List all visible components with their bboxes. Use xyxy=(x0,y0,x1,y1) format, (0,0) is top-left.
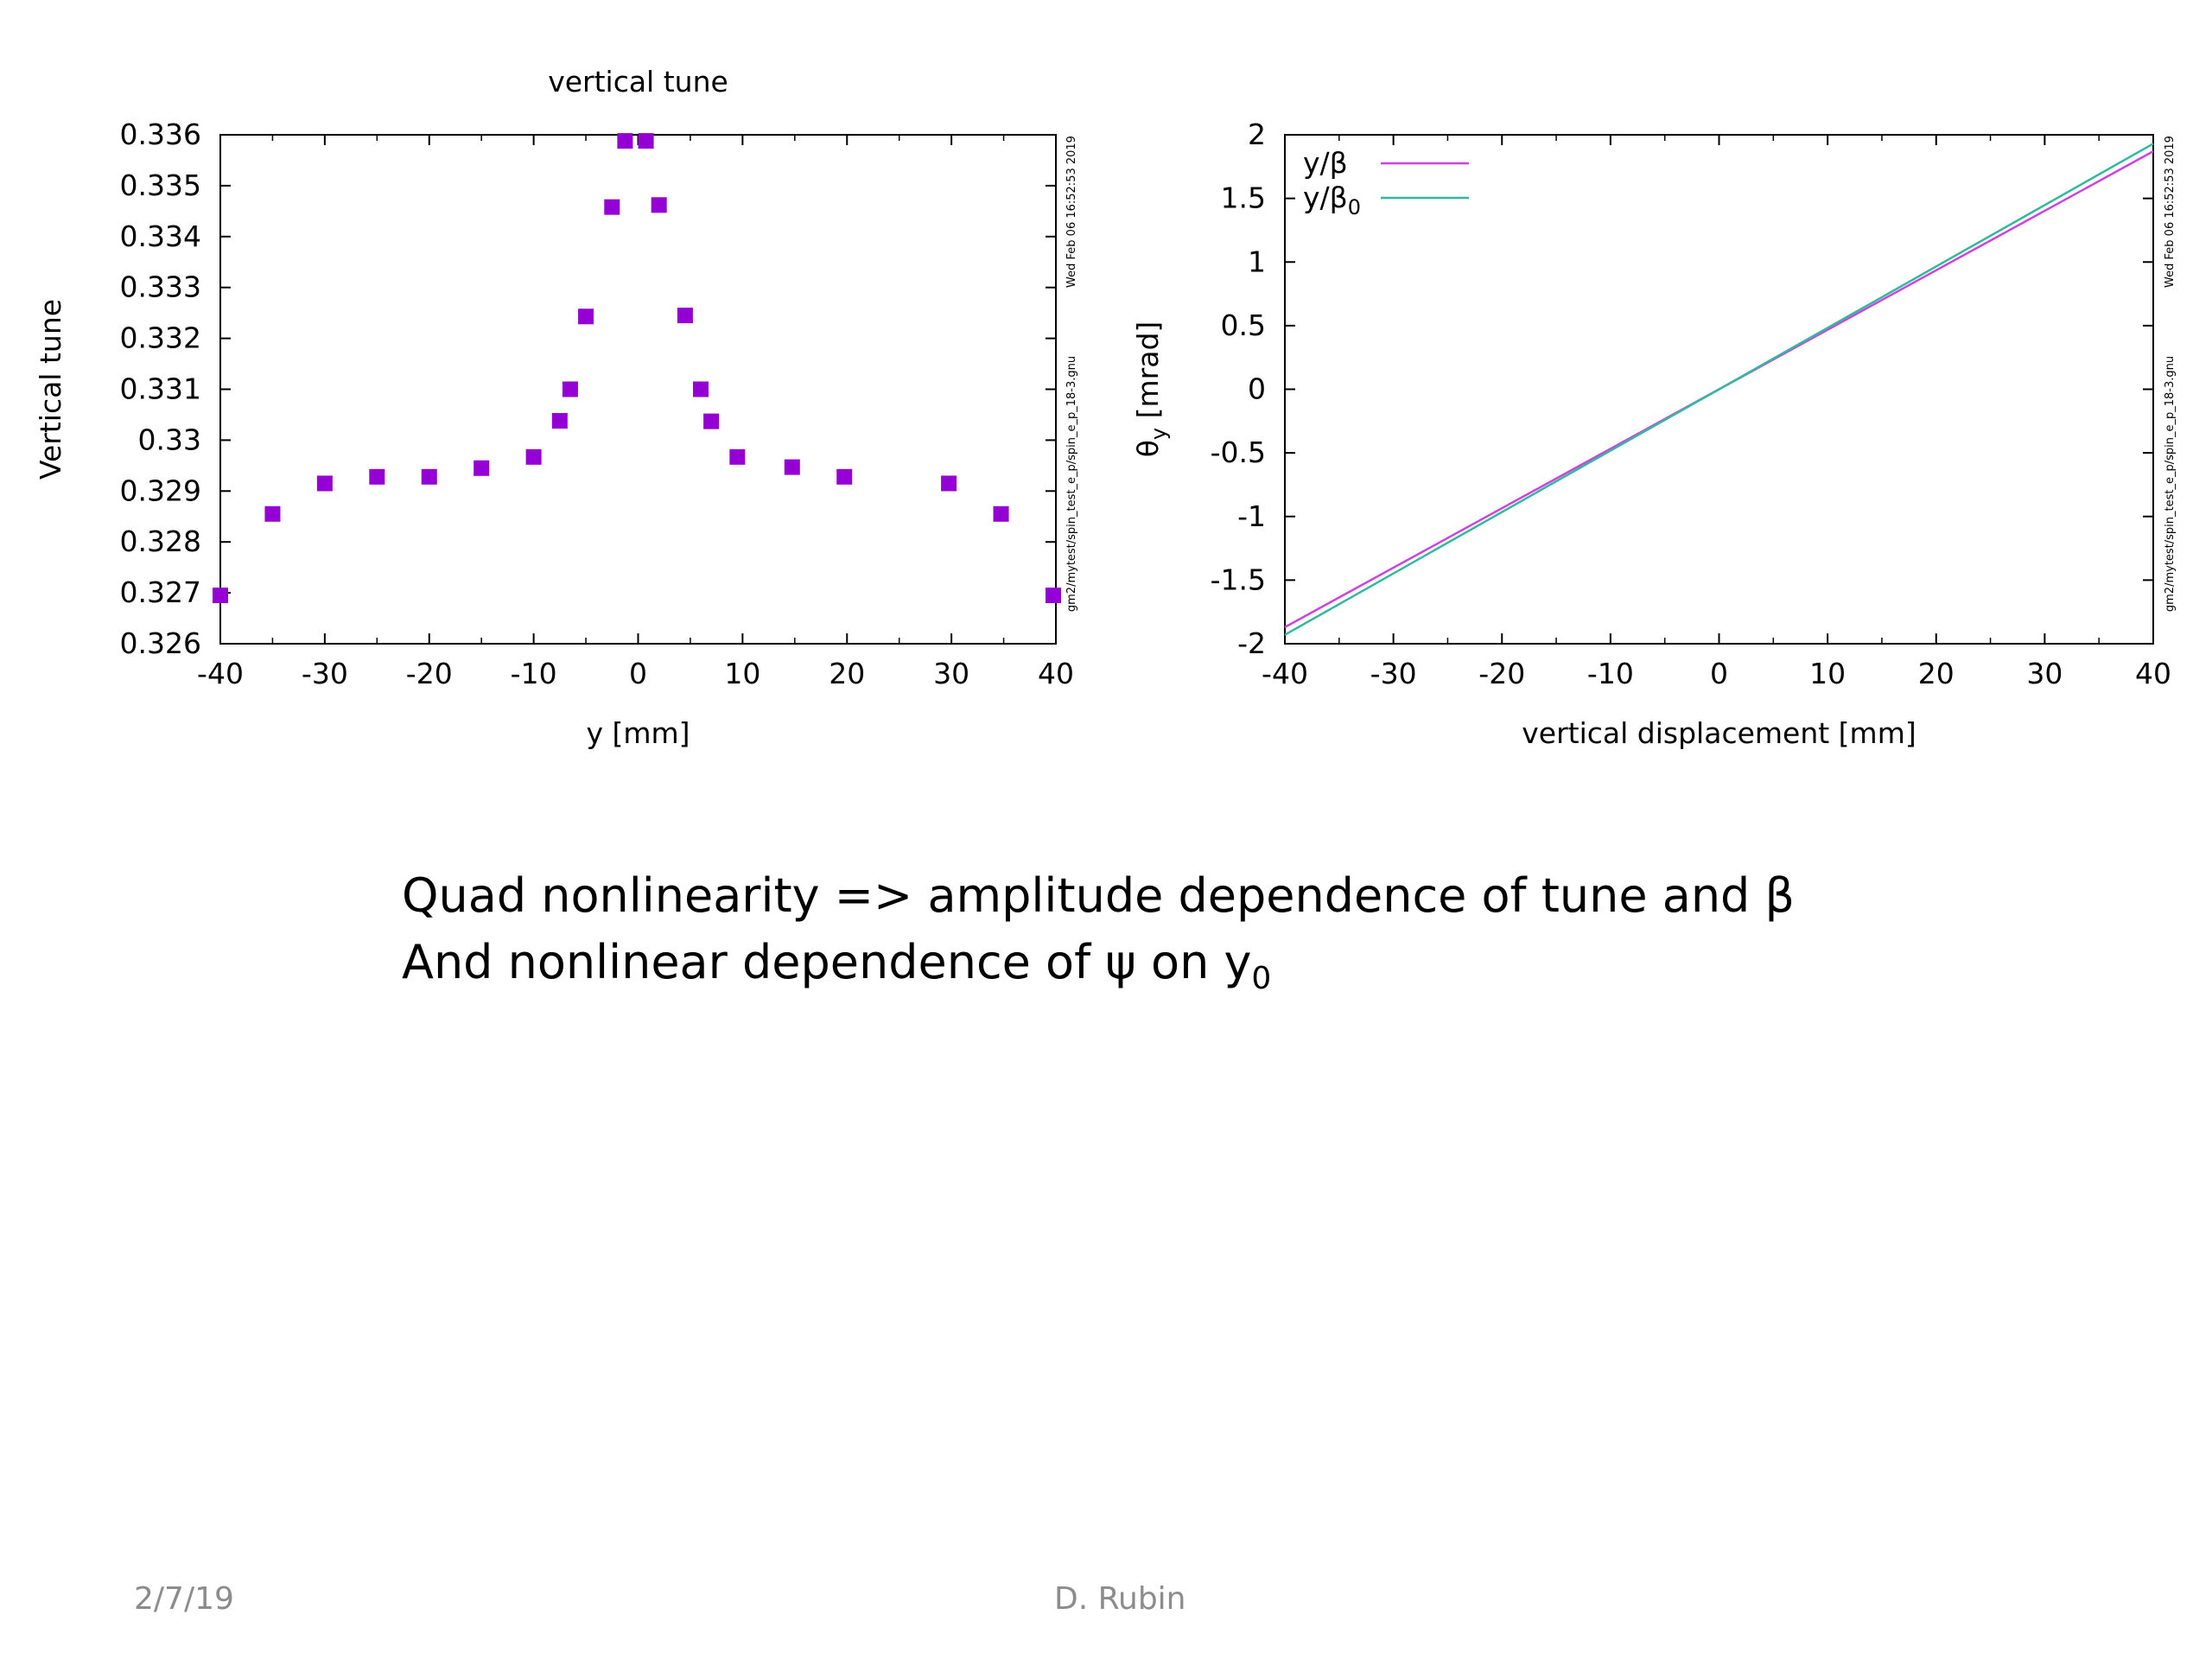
chart1-x-tick-label: -40 xyxy=(197,657,244,690)
chart1-y-tick-label: 0.33 xyxy=(138,423,201,456)
chart1-x-tick-label: 0 xyxy=(629,657,647,690)
chart2-x-tick-label: -20 xyxy=(1478,657,1525,690)
chart1-x-tick-label: 40 xyxy=(1038,657,1074,690)
chart1-plot-frame xyxy=(219,134,1057,645)
chart1-y-tick-label: 0.329 xyxy=(120,474,201,507)
chart1-x-tick-label: -10 xyxy=(511,657,557,690)
chart2-y-tick-label: -2 xyxy=(1237,626,1266,660)
footer-date: 2/7/19 xyxy=(134,1581,234,1617)
caption-line-2-subscript: 0 xyxy=(1251,961,1272,996)
chart1-data-point xyxy=(617,133,633,149)
chart1-timestamp-label: Wed Feb 06 16:52:53 2019 xyxy=(1065,136,1078,288)
chart2-x-tick-label: 0 xyxy=(1710,657,1728,690)
chart2-series-line xyxy=(1284,143,2154,636)
chart1-data-point xyxy=(677,308,693,324)
chart2-y-tick-label: -1.5 xyxy=(1211,563,1266,596)
chart1-title: vertical tune xyxy=(548,65,728,99)
chart2-y-tick-label: -1 xyxy=(1237,499,1266,533)
footer-author: D. Rubin xyxy=(1054,1581,1186,1617)
chart1-y-tick-label: 0.331 xyxy=(120,372,201,406)
chart2-y-tick-label: 1 xyxy=(1248,245,1266,278)
chart1-y-tick-label: 0.332 xyxy=(120,321,201,355)
chart2-timestamp-label: Wed Feb 06 16:52:53 2019 xyxy=(2164,136,2177,288)
chart1-data-point xyxy=(651,197,667,213)
chart1-x-tick-label: -30 xyxy=(302,657,348,690)
chart1-data-point xyxy=(525,448,542,465)
chart1-x-tick-label: 10 xyxy=(724,657,760,690)
chart2-y-axis-label-units: [mrad] xyxy=(1131,321,1165,428)
chart1-y-tick-label: 0.333 xyxy=(120,270,201,304)
chart1-y-tick-label: 0.336 xyxy=(120,118,201,151)
chart1-data-point xyxy=(836,468,853,485)
chart2-file-label: gm2/mytest/spin_test_e_p/spin_e_p_18-3.g… xyxy=(2164,356,2177,612)
chart2-legend-label-text: y/β xyxy=(1303,181,1348,214)
chart1-x-tick-label: -20 xyxy=(406,657,453,690)
chart1-x-tick-label: 20 xyxy=(829,657,865,690)
chart1-data-point xyxy=(941,475,957,492)
chart2-y-tick-label: 2 xyxy=(1248,118,1266,151)
chart2-x-axis-label: vertical displacement [mm] xyxy=(1522,716,1916,750)
caption-line-1: Quad nonlinearity => amplitude dependenc… xyxy=(402,868,1795,923)
chart2-x-tick-label: 10 xyxy=(1809,657,1846,690)
chart2-y-tick-label: -0.5 xyxy=(1211,435,1266,469)
chart1-data-point xyxy=(316,475,333,492)
chart1-data-point xyxy=(604,199,620,215)
chart2-legend-label-subscript: 0 xyxy=(1348,195,1361,219)
chart1-data-point xyxy=(993,505,1009,522)
chart1-data-point xyxy=(474,460,490,476)
chart2-y-axis-label-text: θy [mrad] xyxy=(1131,321,1171,458)
chart2-y-tick-label: 0.5 xyxy=(1221,308,1266,342)
chart2-y-tick-label: 1.5 xyxy=(1221,181,1266,215)
chart2-y-axis-label-symbol: θ xyxy=(1131,440,1165,457)
caption-line-2-text: And nonlinear dependence of ψ on y xyxy=(402,935,1252,989)
chart2-x-tick-label: 40 xyxy=(2135,657,2171,690)
chart2-legend-label-text: y/β xyxy=(1303,146,1348,180)
chart2-y-axis-label: θy [mrad] xyxy=(1131,321,1171,458)
chart2-y-axis-label-subscript: y xyxy=(1147,428,1171,440)
chart1-y-axis-label: Vertical tune xyxy=(34,299,67,480)
chart1-data-point xyxy=(1045,588,1061,604)
chart1-y-tick-label: 0.328 xyxy=(120,524,201,558)
chart2-legend-label: y/β xyxy=(1303,146,1348,180)
chart2-legend-label: y/β0 xyxy=(1303,181,1361,219)
chart1-data-point xyxy=(562,381,578,397)
chart1-y-tick-label: 0.335 xyxy=(120,168,201,202)
chart2-x-tick-label: -40 xyxy=(1262,657,1308,690)
chart1-data-point xyxy=(703,413,720,429)
chart1-data-point xyxy=(264,505,281,522)
chart1-data-point xyxy=(369,468,385,485)
chart1-data-point xyxy=(551,413,568,429)
chart2-y-tick-label: 0 xyxy=(1248,372,1266,406)
chart1-x-axis-label: y [mm] xyxy=(586,716,690,750)
chart2-x-tick-label: -10 xyxy=(1587,657,1634,690)
chart1-data-point xyxy=(693,381,709,397)
chart1-file-label: gm2/mytest/spin_test_e_p/spin_e_p_18-3.g… xyxy=(1065,356,1078,612)
chart1-data-point xyxy=(638,133,654,149)
caption-line-2: And nonlinear dependence of ψ on y0 xyxy=(402,935,1271,996)
chart1-y-tick-label: 0.327 xyxy=(120,575,201,609)
chart1-data-point xyxy=(729,448,746,465)
chart2-x-tick-label: 30 xyxy=(2026,657,2063,690)
chart1-x-tick-label: 30 xyxy=(933,657,969,690)
chart1-data-point xyxy=(578,308,594,325)
chart2-x-tick-label: -30 xyxy=(1370,657,1417,690)
chart1-data-point xyxy=(213,588,228,604)
chart1-data-point xyxy=(784,459,800,475)
chart2-x-tick-label: 20 xyxy=(1918,657,1955,690)
chart1-y-tick-label: 0.326 xyxy=(120,626,201,660)
chart1-data-point xyxy=(421,468,437,485)
chart1-y-tick-label: 0.334 xyxy=(120,219,201,253)
